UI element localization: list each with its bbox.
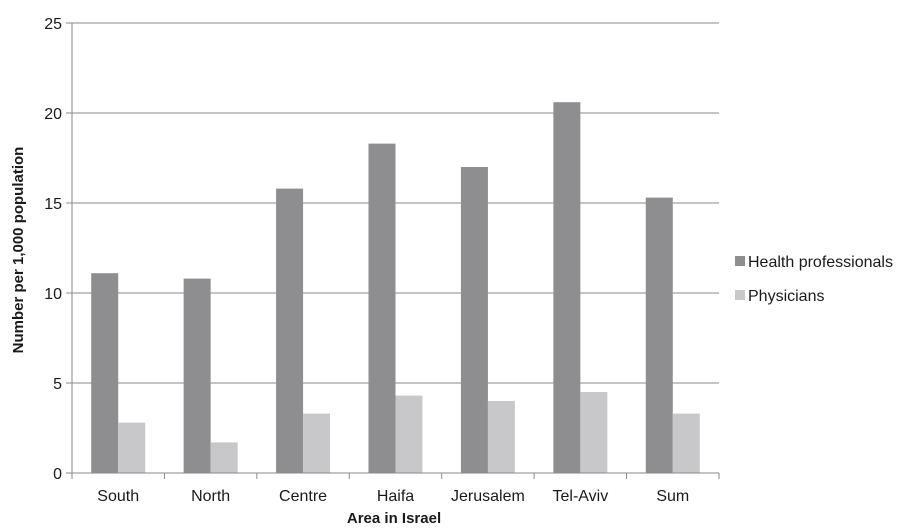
x-tick-labels: South North Centre Haifa Jerusalem Tel-Aviv Su… — [97, 488, 689, 505]
bar-physicians-north — [211, 442, 238, 473]
bar-health-professionals-sum — [646, 198, 673, 473]
legend-label-physicians: Physicians — [748, 288, 824, 305]
bar-health-professionals-haifa — [369, 144, 396, 473]
bar-physicians-haifa — [396, 396, 423, 473]
bar-health-professionals-north — [184, 279, 211, 473]
x-tick-label-jerusalem: Jerusalem — [451, 488, 525, 505]
x-tick-label-haifa: Haifa — [377, 488, 414, 505]
bar-physicians-jerusalem — [488, 401, 515, 473]
legend-label-health-professionals: Health professionals — [748, 254, 893, 271]
x-tick-label-sum: Sum — [656, 488, 689, 505]
x-tick-label-north: North — [191, 488, 230, 505]
y-tick-label-5: 5 — [53, 376, 62, 393]
y-tick-label-15: 15 — [44, 196, 62, 213]
bar-health-professionals-jerusalem — [461, 167, 488, 473]
x-tick-label-tel-aviv: Tel-Aviv — [552, 488, 608, 505]
bar-health-professionals-centre — [276, 189, 303, 473]
bar-physicians-tel-aviv — [580, 392, 607, 473]
bar-health-professionals-south — [91, 273, 118, 473]
x-axis-title: Area in Israel — [347, 510, 441, 527]
x-tick-label-centre: Centre — [279, 488, 327, 505]
y-axis-title: Number per 1,000 population — [10, 147, 27, 354]
y-tick-label-0: 0 — [53, 466, 62, 483]
legend: Health professionals Physicians — [735, 254, 893, 305]
bar-physicians-centre — [303, 414, 330, 473]
y-tick-label-10: 10 — [44, 286, 62, 303]
x-tick-label-south: South — [97, 488, 139, 505]
legend-swatch-health-professionals — [735, 256, 745, 266]
y-tick-label-25: 25 — [44, 16, 62, 33]
y-tick-label-20: 20 — [44, 106, 62, 123]
bar-physicians-south — [118, 423, 145, 473]
bar-health-professionals-tel-aviv — [553, 102, 580, 473]
bar-physicians-sum — [673, 414, 700, 473]
y-tick-labels: 0 5 10 15 20 25 — [44, 16, 62, 483]
legend-swatch-physicians — [735, 290, 745, 300]
bars — [91, 102, 700, 473]
